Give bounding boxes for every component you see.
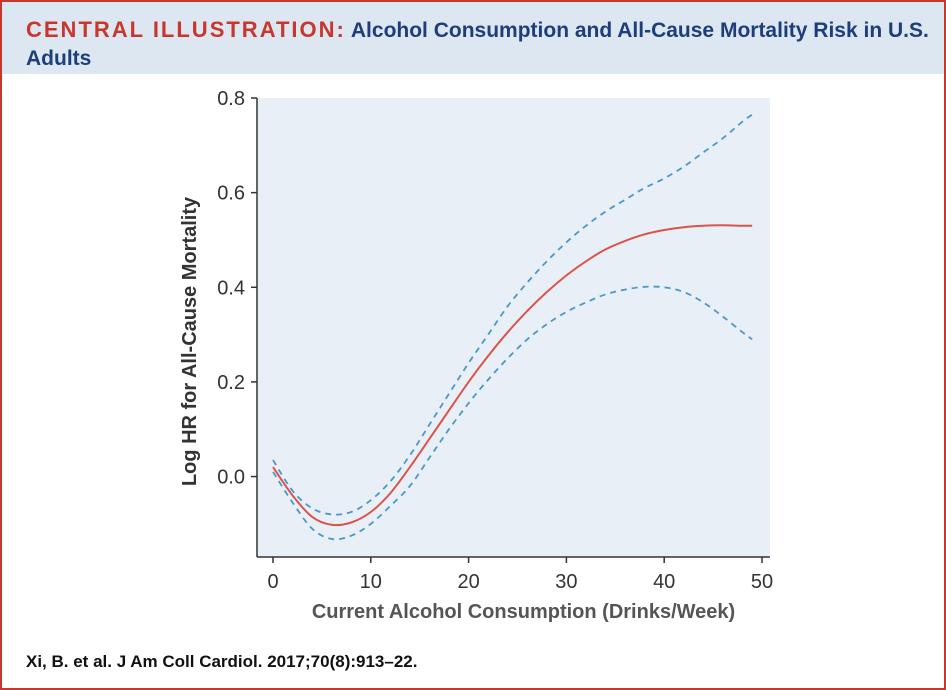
y-tick-label: 0.4: [217, 277, 245, 299]
series-layer: [272, 113, 753, 541]
citation: Xi, B. et al. J Am Coll Cardiol. 2017;70…: [26, 652, 418, 671]
hazard-ratio-line: [272, 224, 753, 527]
lower-ci-line: [272, 285, 753, 541]
illustration-title: Alcohol Consumption and All-Cause Mortal…: [26, 19, 929, 70]
x-tick-label: 0: [267, 571, 278, 593]
x-tick-label: 20: [457, 571, 479, 593]
header-title: CENTRAL ILLUSTRATION: Alcohol Consumptio…: [26, 16, 932, 73]
y-tick-label: 0.0: [217, 467, 245, 489]
y-tick-label: 0.6: [217, 183, 245, 205]
mortality-chart: 0.0 0.2 0.4 0.6 0.8 0 10 20 30 40 50 Current Alcoh…: [179, 88, 773, 623]
y-tick-label: 0.8: [217, 88, 245, 110]
axes: 0.0 0.2 0.4 0.6 0.8 0 10 20 30 40 50: [217, 88, 773, 593]
x-tick-label: 40: [653, 571, 675, 593]
central-illustration-label: CENTRAL ILLUSTRATION:: [26, 17, 346, 42]
header-band: CENTRAL ILLUSTRATION: Alcohol Consumptio…: [2, 2, 944, 74]
y-tick-label: 0.2: [217, 372, 245, 394]
x-tick-label: 10: [360, 571, 382, 593]
x-axis-label: Current Alcohol Consumption (Drinks/Week…: [312, 601, 735, 623]
plot-area: [257, 98, 770, 557]
x-tick-label: 30: [555, 571, 577, 593]
y-axis-label: Log HR for All-Cause Mortality: [179, 196, 201, 486]
x-tick-label: 50: [751, 571, 773, 593]
